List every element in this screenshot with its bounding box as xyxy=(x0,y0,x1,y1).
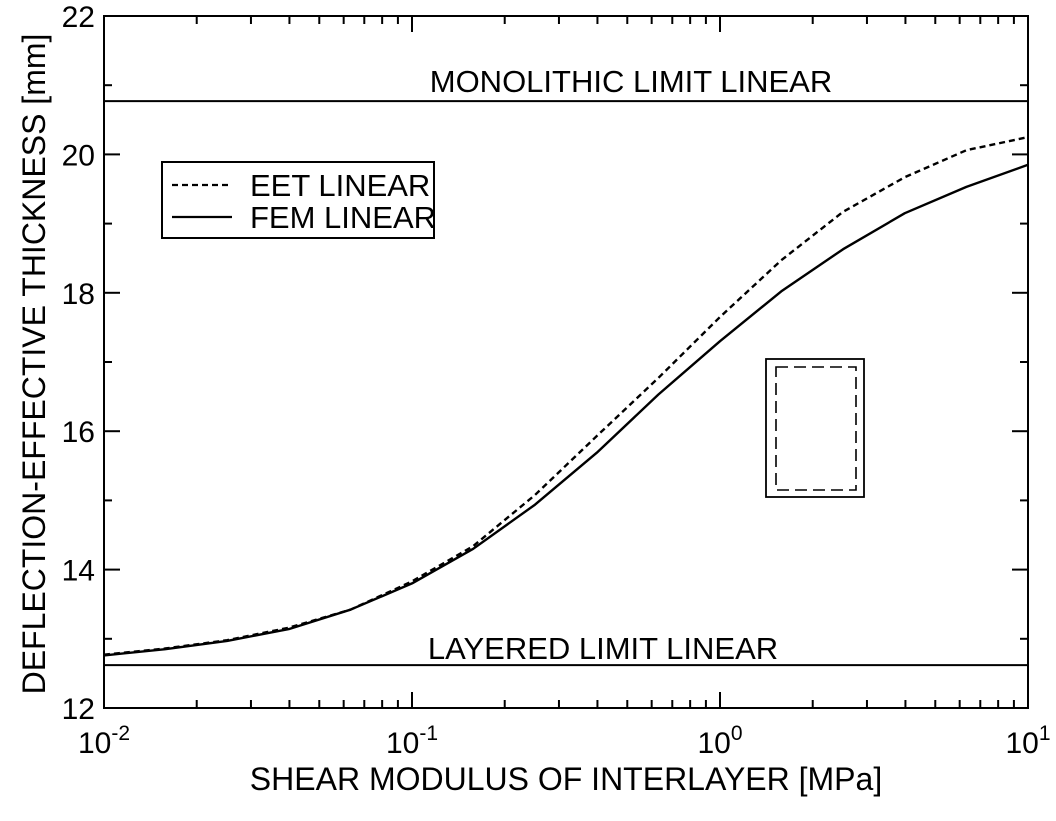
axis-ticks xyxy=(103,15,1029,709)
y-axis-title: DEFLECTION-EFFECTIVE THICKNESS [mm] xyxy=(16,34,52,695)
plot-frame xyxy=(103,15,1029,709)
reference-lines xyxy=(104,100,1028,667)
y-tick-label: 20 xyxy=(62,139,95,172)
x-tick-label: 10-2 xyxy=(78,722,130,760)
layered-limit-label: LAYERED LIMIT LINEAR xyxy=(428,631,778,666)
y-tick-labels: 12 14 16 18 20 22 xyxy=(62,1,95,726)
cross-section-inner xyxy=(775,366,857,491)
x-tick-label: 101 xyxy=(1005,722,1050,760)
y-tick-label: 12 xyxy=(62,693,95,726)
monolithic-limit-label: MONOLITHIC LIMIT LINEAR xyxy=(430,64,833,99)
y-tick-label: 22 xyxy=(62,1,95,34)
legend: EET LINEAR FEM LINEAR xyxy=(161,161,436,239)
y-tick-label: 18 xyxy=(62,278,95,311)
legend-label-fem: FEM LINEAR xyxy=(250,200,436,235)
y-tick-label: 14 xyxy=(62,555,95,588)
legend-box xyxy=(161,161,435,239)
x-tick-label: 10-1 xyxy=(386,722,438,760)
y-tick-label: 16 xyxy=(62,416,95,449)
x-axis-title: SHEAR MODULUS OF INTERLAYER [MPa] xyxy=(250,761,882,797)
x-tick-label: 100 xyxy=(697,722,742,760)
cross-section-outer xyxy=(765,358,865,498)
series-lines xyxy=(103,135,1029,657)
x-tick-labels: 10-2 10-1 100 101 xyxy=(78,722,1051,760)
legend-label-eet: EET LINEAR xyxy=(250,168,430,203)
cross-section-icon xyxy=(765,358,865,498)
series-fem-linear xyxy=(103,163,1029,657)
